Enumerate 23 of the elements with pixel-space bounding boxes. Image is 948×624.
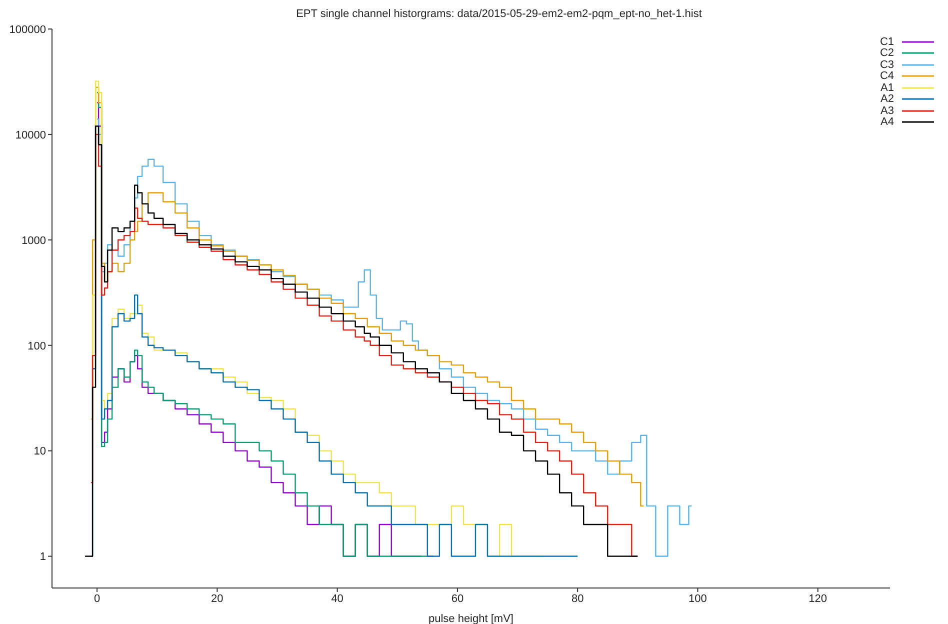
legend-label: A3 xyxy=(880,104,894,117)
legend-label: C3 xyxy=(880,58,894,71)
legend-label: A4 xyxy=(880,116,894,128)
x-tick-label: 0 xyxy=(94,592,100,605)
x-tick-label: 20 xyxy=(211,592,224,605)
y-tick-label: 10 xyxy=(34,446,46,458)
y-tick-label: 100000 xyxy=(9,24,46,36)
x-tick-label: 120 xyxy=(808,592,828,605)
legend-label: A1 xyxy=(880,82,894,94)
x-tick-label: 80 xyxy=(571,592,584,605)
x-axis-title: pulse height [mV] xyxy=(428,613,514,624)
y-tick-label: 10000 xyxy=(15,129,46,142)
x-tick-label: 40 xyxy=(331,592,344,605)
legend-label: C2 xyxy=(880,47,894,60)
y-tick-label: 100 xyxy=(28,340,46,352)
legend-label: C1 xyxy=(880,36,894,48)
x-tick-label: 60 xyxy=(451,592,464,605)
y-tick-label: 1000 xyxy=(22,234,46,247)
legend-label: C4 xyxy=(880,70,894,82)
chart-title: EPT single channel historgrams: data/2015-05-29-em2-em2-pqm_ept-no_het-1.hist xyxy=(295,8,703,20)
y-tick-label: 1 xyxy=(40,551,46,564)
legend-label: A2 xyxy=(880,93,894,106)
x-tick-label: 100 xyxy=(688,592,707,605)
